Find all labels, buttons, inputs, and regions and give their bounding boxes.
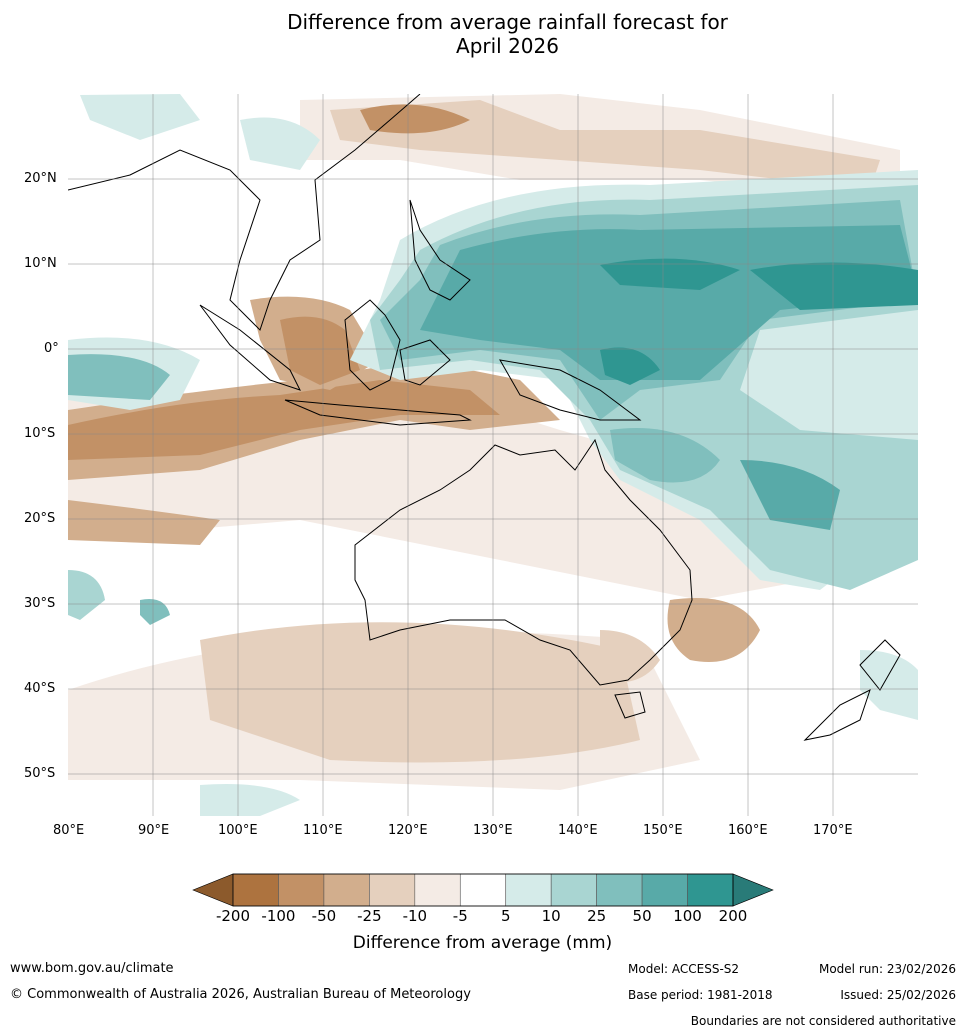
title-line-2: April 2026	[456, 34, 559, 58]
colorbar-tick-label: 10	[541, 907, 561, 925]
lon-label: 120°E	[388, 823, 428, 838]
title-line-1: Difference from average rainfall forecas…	[287, 10, 728, 34]
colorbar	[192, 873, 774, 907]
colorbar-tick-label: -5	[452, 907, 468, 925]
colorbar-tick-label: 5	[500, 907, 511, 925]
issued-date: Issued: 25/02/2026	[840, 988, 956, 1002]
lat-label: 50°S	[24, 766, 56, 781]
colorbar-tick-label: -10	[402, 907, 428, 925]
colorbar-tick-label: 25	[587, 907, 607, 925]
lon-label: 80°E	[53, 823, 85, 838]
lat-label: 20°N	[24, 171, 57, 186]
lon-label: 160°E	[728, 823, 768, 838]
colorbar-swatch	[687, 873, 734, 907]
boundaries-disclaimer: Boundaries are not considered authoritat…	[690, 1014, 956, 1028]
lon-label: 110°E	[303, 823, 343, 838]
colorbar-swatch	[596, 873, 643, 907]
colorbar-extend-high	[732, 873, 774, 907]
colorbar-tick-label: -25	[357, 907, 382, 925]
colorbar-extend-low	[192, 873, 234, 907]
lon-label: 170°E	[813, 823, 853, 838]
colorbar-tick-label: 50	[632, 907, 652, 925]
copyright: © Commonwealth of Australia 2026, Austra…	[10, 987, 471, 1002]
colorbar-title: Difference from average (mm)	[352, 933, 613, 953]
lon-label: 130°E	[473, 823, 513, 838]
colorbar-swatch	[505, 873, 552, 907]
website-url[interactable]: www.bom.gov.au/climate	[10, 961, 174, 976]
colorbar-swatch	[414, 873, 461, 907]
lat-label: 30°S	[24, 596, 56, 611]
lat-label: 0°	[44, 341, 59, 356]
colorbar-swatch	[641, 873, 688, 907]
lat-label: 40°S	[24, 681, 56, 696]
lon-label: 150°E	[643, 823, 683, 838]
graticule	[68, 94, 918, 816]
lon-label: 140°E	[558, 823, 598, 838]
colorbar-swatch	[323, 873, 370, 907]
model-run: Model run: 23/02/2026	[818, 962, 956, 976]
lon-label: 90°E	[138, 823, 170, 838]
map-title: Difference from average rainfall forecas…	[0, 10, 965, 58]
colorbar-swatch	[232, 873, 279, 907]
colorbar-tick-label: -200	[215, 907, 251, 925]
colorbar-tick-label: 100	[673, 907, 702, 925]
lat-label: 10°N	[24, 256, 57, 271]
map-field	[68, 94, 918, 816]
lat-label: 10°S	[24, 426, 56, 441]
colorbar-tick-label: -50	[311, 907, 337, 925]
model-name: Model: ACCESS-S2	[628, 962, 740, 976]
colorbar-swatch	[369, 873, 416, 907]
colorbar-swatch	[550, 873, 597, 907]
colorbar-swatch	[278, 873, 325, 907]
lon-label: 100°E	[218, 823, 258, 838]
colorbar-tick-label: -100	[261, 907, 296, 925]
colorbar-swatch	[459, 873, 507, 907]
colorbar-tick-label: 200	[718, 907, 748, 925]
lat-label: 20°S	[24, 511, 56, 526]
base-period: Base period: 1981-2018	[628, 988, 773, 1002]
